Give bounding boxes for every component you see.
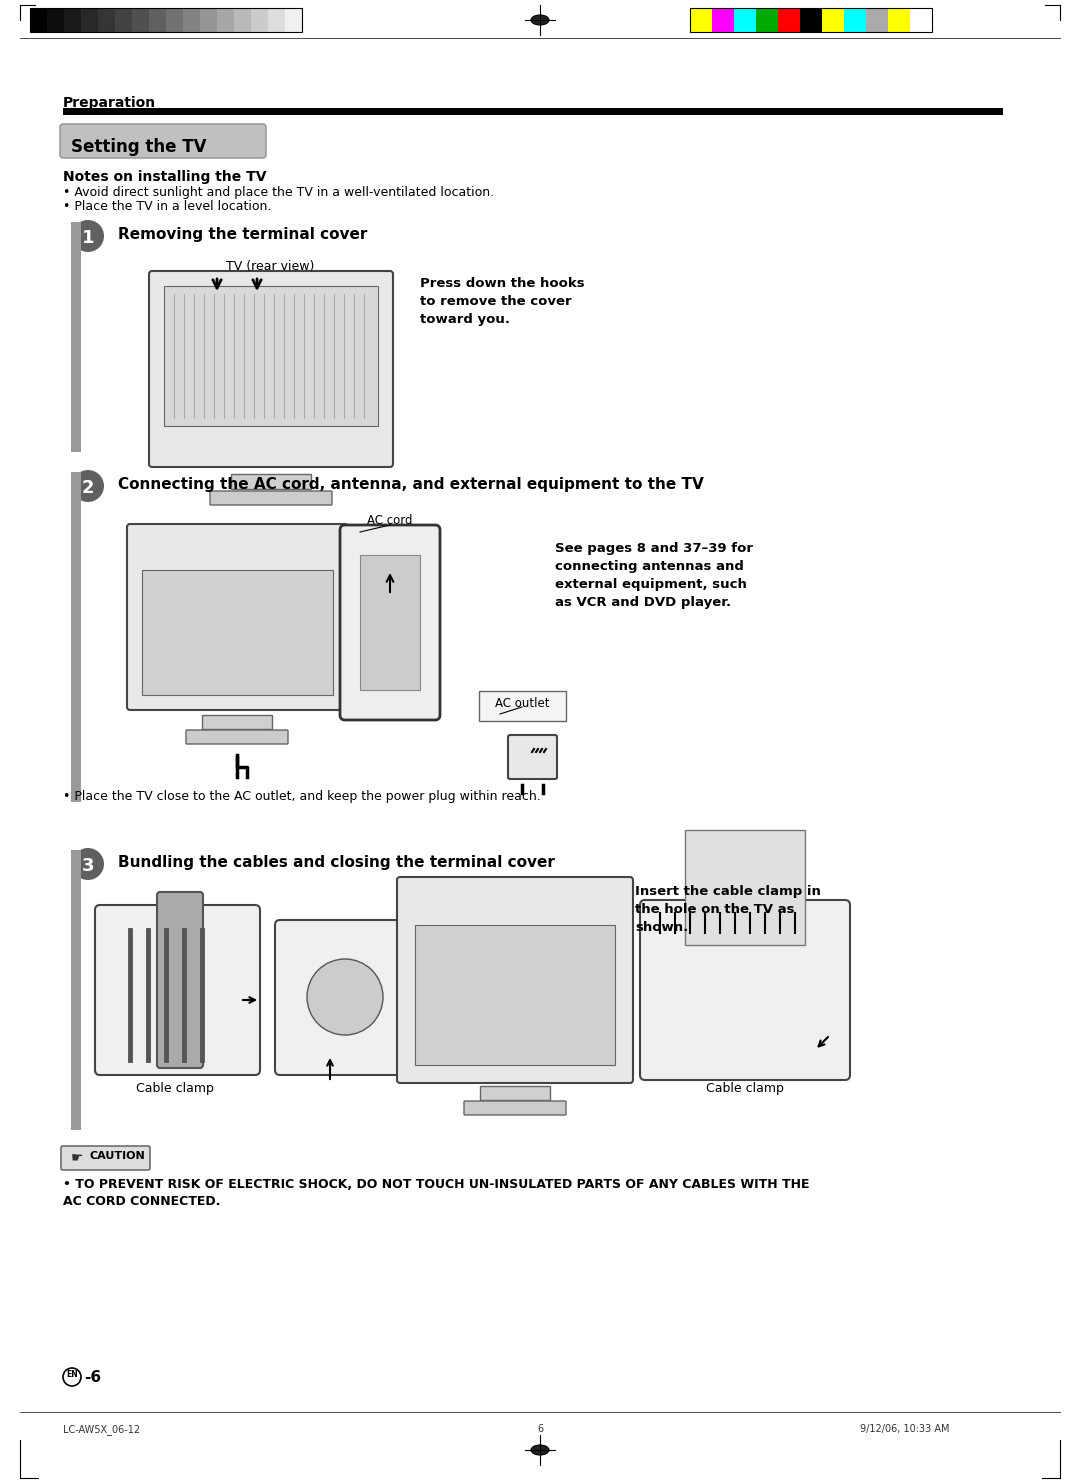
Bar [690,7,712,33]
FancyBboxPatch shape [186,730,288,743]
Bar [268,7,285,33]
Bar [64,7,81,33]
Bar [132,7,149,33]
FancyBboxPatch shape [60,125,266,157]
FancyBboxPatch shape [157,892,203,1068]
Text: Insert the cable clamp in
the hole on the TV as
shown.: Insert the cable clamp in the hole on th… [635,884,821,933]
FancyBboxPatch shape [340,525,440,720]
Text: Cable clamp: Cable clamp [136,1082,214,1095]
Circle shape [72,847,104,880]
Text: • TO PREVENT RISK OF ELECTRIC SHOCK, DO NOT TOUCH UN-INSULATED PARTS OF ANY CABL: • TO PREVENT RISK OF ELECTRIC SHOCK, DO … [63,1178,810,1208]
Bar [164,286,378,426]
Circle shape [72,470,104,502]
FancyBboxPatch shape [149,272,393,467]
FancyBboxPatch shape [640,899,850,1080]
Text: Connecting the AC cord, antenna, and external equipment to the TV: Connecting the AC cord, antenna, and ext… [118,476,704,493]
Text: Notes on installing the TV: Notes on installing the TV [63,171,267,184]
Bar [149,7,166,33]
Bar [685,830,805,945]
FancyBboxPatch shape [397,877,633,1083]
FancyBboxPatch shape [210,491,332,505]
Bar [200,7,217,33]
Bar [480,1086,550,1100]
Bar [415,925,615,1066]
Text: Cable clamp: Cable clamp [706,1082,784,1095]
Bar [822,7,843,33]
Bar [71,223,81,453]
Bar [234,7,251,33]
Bar [202,715,272,729]
Ellipse shape [531,15,549,25]
Bar [285,7,302,33]
Bar [166,7,183,33]
Bar [910,7,932,33]
Text: 1: 1 [82,229,94,246]
Circle shape [307,959,383,1034]
Text: EN: EN [66,1370,78,1379]
Bar [71,472,81,801]
Bar [141,570,333,695]
Bar [778,7,800,33]
Bar [71,850,81,1129]
Text: • Place the TV close to the AC outlet, and keep the power plug within reach.: • Place the TV close to the AC outlet, a… [63,789,541,803]
Bar [712,7,734,33]
Bar [251,7,268,33]
Circle shape [72,220,104,252]
Bar [888,7,910,33]
Text: Bundling the cables and closing the terminal cover: Bundling the cables and closing the term… [118,855,555,870]
Bar [217,7,234,33]
Bar [690,7,932,33]
Bar [800,7,822,33]
FancyBboxPatch shape [127,524,348,709]
Text: TV (rear view): TV (rear view) [226,260,314,273]
Bar [30,7,48,33]
FancyBboxPatch shape [60,1146,150,1169]
Text: AC cord: AC cord [367,513,413,527]
Text: See pages 8 and 37–39 for
connecting antennas and
external equipment, such
as VC: See pages 8 and 37–39 for connecting ant… [555,542,753,608]
Bar [183,7,200,33]
Text: AC outlet: AC outlet [495,697,550,709]
FancyBboxPatch shape [464,1101,566,1114]
Bar [231,473,311,490]
FancyBboxPatch shape [275,920,415,1074]
Bar [98,7,114,33]
Bar [63,108,1003,114]
Text: -6: -6 [84,1370,102,1385]
Bar [30,7,302,33]
Text: Setting the TV: Setting the TV [71,138,206,156]
Text: 2: 2 [82,479,94,497]
Text: 6: 6 [537,1425,543,1434]
Bar [81,7,98,33]
Bar [843,7,866,33]
Text: CAUTION: CAUTION [89,1152,145,1160]
Text: 3: 3 [82,856,94,876]
Bar [734,7,756,33]
Text: 9/12/06, 10:33 AM: 9/12/06, 10:33 AM [860,1425,949,1434]
Text: ☛: ☛ [71,1152,83,1165]
Bar [114,7,132,33]
Text: Removing the terminal cover: Removing the terminal cover [118,227,367,242]
Ellipse shape [531,1445,549,1454]
Text: LC-AW5X_06-12: LC-AW5X_06-12 [63,1425,140,1435]
Bar [360,555,420,690]
Bar [866,7,888,33]
Bar [48,7,64,33]
Text: • Place the TV in a level location.: • Place the TV in a level location. [63,200,271,214]
FancyBboxPatch shape [480,692,566,721]
Text: • Avoid direct sunlight and place the TV in a well-ventilated location.: • Avoid direct sunlight and place the TV… [63,186,495,199]
FancyBboxPatch shape [508,735,557,779]
Bar [756,7,778,33]
FancyBboxPatch shape [95,905,260,1074]
Text: Press down the hooks
to remove the cover
toward you.: Press down the hooks to remove the cover… [420,278,584,326]
Text: Preparation: Preparation [63,96,157,110]
